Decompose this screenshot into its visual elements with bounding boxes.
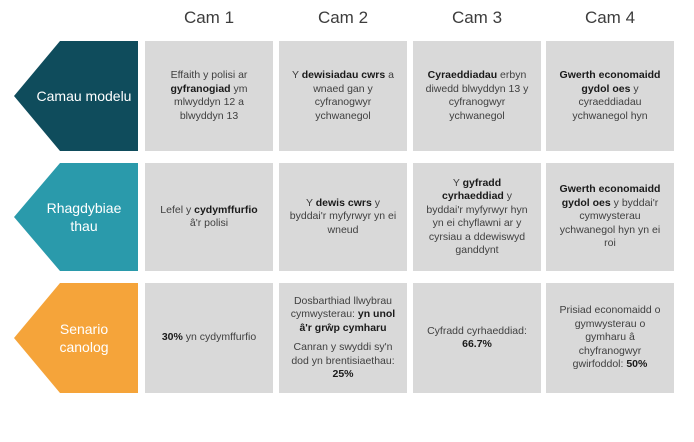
arrow-shape-fill <box>14 41 138 151</box>
cell-text: y cyraeddiadau ychwanegol hyn <box>572 82 648 122</box>
cell-text: Cyfradd cyrhaeddiad: <box>427 324 527 337</box>
cell-bold-text: gyfradd cyrhaeddiad <box>441 176 504 203</box>
cell-bold-text: dewis cwrs <box>315 196 372 209</box>
row-arrow-senario-canolog: Senario canolog <box>14 283 138 393</box>
cell-bold-text: dewisiadau cwrs <box>301 69 386 81</box>
cell-text: Y <box>452 176 463 189</box>
cell-camau-cam3: Cyraeddiadau erbyn diwedd blwyddyn 13 y … <box>413 41 541 151</box>
column-header-1: Cam 1 <box>183 8 235 27</box>
cell-camau-cam1: Effaith y polisi ar gyfranogiad ym mlwyd… <box>145 41 273 151</box>
cell-text: Y <box>292 69 302 81</box>
cell-text: y byddai'r cymwysterau ychwanegol hyn yn… <box>559 196 661 250</box>
row-arrow-rhagdybiaethau: Rhagdybiae thau <box>14 163 138 271</box>
cell-bold-text: 50% <box>626 358 648 371</box>
cell-rhagdybiaethau-cam1: Lefel y cydymffurfio â'r polisi <box>145 163 273 271</box>
cell-text: â'r polisi <box>189 217 229 229</box>
cell-text: Effaith y polisi ar <box>170 69 248 81</box>
cell-bold-text: 30% <box>161 331 183 344</box>
row-label: Rhagdybiae thau <box>46 200 122 234</box>
cell-text: Prisiad economaidd o gymwysterau o gymha… <box>559 304 661 371</box>
arrow-shape-fill <box>14 163 138 271</box>
arrow-shape <box>14 41 138 151</box>
cell-text: yn cydymffurfio <box>182 331 257 344</box>
row-label: Senario canolog <box>59 321 109 355</box>
cell-text: Y <box>306 196 316 209</box>
cell-text: y byddai'r myfyrwyr yn ei wneud <box>289 196 397 236</box>
cell-bold-text: 66.7% <box>462 338 492 350</box>
cell-bold-text: yn unol â'r grŵp cymharu <box>299 308 396 334</box>
cell-camau-cam4: Gwerth economaidd gydol oes y cyraeddiad… <box>546 41 674 151</box>
cell-text: erbyn diwedd blwyddyn 13 y cyfranogwyr y… <box>425 69 529 122</box>
cell-rhagdybiaethau-cam2: Y dewis cwrs y byddai'r myfyrwyr yn ei w… <box>279 163 407 271</box>
cell-camau-cam2: Y dewisiadau cwrs a wnaed gan y cyfranog… <box>279 41 407 151</box>
cell-bold-text: Gwerth economaidd gydol oes <box>559 69 661 95</box>
cell-senario-cam4: Prisiad economaidd o gymwysterau o gymha… <box>546 283 674 393</box>
column-header-2: Cam 2 <box>317 8 369 27</box>
cell-bold-text: Gwerth economaidd gydol oes <box>559 183 661 209</box>
cell-bold-text: cydymffurfio <box>194 203 258 216</box>
arrow-shape <box>14 283 138 393</box>
row-label: Camau modelu <box>36 88 132 104</box>
column-header-3: Cam 3 <box>451 8 503 27</box>
cell-bold-text: 25% <box>332 368 354 380</box>
cell-senario-cam1: 30% yn cydymffurfio <box>145 283 273 393</box>
cell-text: Dosbarthiad llwybrau cymwysterau: <box>290 294 393 321</box>
cell-text: Canran y swyddi sy'n dod yn brentisiaeth… <box>291 341 395 367</box>
cell-bold-text: gyfranogiad <box>170 82 231 95</box>
cell-rhagdybiaethau-cam3: Y gyfradd cyrhaeddiad y byddai'r myfyrwy… <box>413 163 541 271</box>
arrow-shape <box>14 163 138 271</box>
cell-text: y byddai'r myfyrwyr hyn yn ei chyflawni … <box>426 190 528 256</box>
cell-bold-text: Cyraeddiadau <box>427 69 498 81</box>
column-header-4: Cam 4 <box>584 8 636 27</box>
cell-text: ym mlwyddyn 12 a blwyddyn 13 <box>173 82 248 122</box>
cell-text: a wnaed gan y cyfranogwyr ychwanegol <box>313 69 394 122</box>
cell-text: Lefel y <box>160 203 195 216</box>
arrow-shape-fill <box>14 283 138 393</box>
cell-senario-cam2: Dosbarthiad llwybrau cymwysterau: yn uno… <box>279 283 407 393</box>
row-arrow-camau-modelu: Camau modelu <box>14 41 138 151</box>
cell-senario-cam3: Cyfradd cyrhaeddiad: 66.7% <box>413 283 541 393</box>
cell-rhagdybiaethau-cam4: Gwerth economaidd gydol oes y byddai'r c… <box>546 163 674 271</box>
